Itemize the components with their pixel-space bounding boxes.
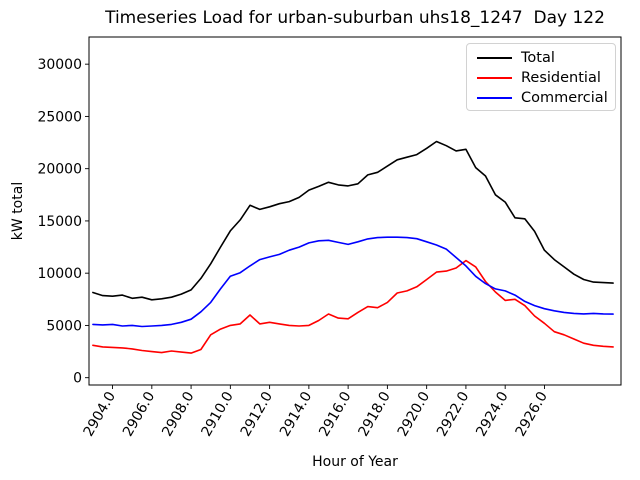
- legend-label-residential: Residential: [521, 70, 601, 86]
- x-tick-label: 2910.0: [198, 389, 236, 439]
- legend-label-total: Total: [521, 50, 555, 66]
- x-tick-label: 2914.0: [277, 389, 315, 439]
- y-axis-label: kW total: [10, 182, 26, 240]
- x-tick-label: 2918.0: [355, 389, 393, 439]
- legend-item-commercial: Commercial: [467, 88, 615, 108]
- x-tick-label: 2922.0: [434, 389, 472, 439]
- y-tick-label: 25000: [37, 109, 82, 125]
- series-line-total: [92, 140, 614, 301]
- plot-frame: [88, 36, 622, 386]
- x-tick-label: 2912.0: [238, 389, 276, 439]
- legend-item-total: Total: [467, 48, 615, 68]
- x-tick-label: 2926.0: [513, 389, 551, 439]
- x-tick-label: 2916.0: [316, 389, 354, 439]
- legend: Total Residential Commercial: [466, 43, 616, 111]
- chart-title: Timeseries Load for urban-suburban uhs18…: [104, 8, 605, 28]
- x-tick-label: 2906.0: [120, 389, 158, 439]
- data-lines: [92, 140, 614, 354]
- y-tick-label: 10000: [37, 266, 82, 282]
- legend-line-sample-commercial: [477, 97, 512, 99]
- y-tick-label: 15000: [37, 214, 82, 230]
- y-tick-label: 30000: [37, 57, 82, 73]
- y-tick-label: 5000: [46, 318, 82, 334]
- legend-item-residential: Residential: [467, 68, 615, 88]
- x-axis-label: Hour of Year: [312, 454, 398, 470]
- x-tick-label: 2908.0: [159, 389, 197, 439]
- series-line-residential: [92, 259, 614, 354]
- y-tick-label: 20000: [37, 162, 82, 178]
- x-tick-label: 2904.0: [81, 389, 119, 439]
- x-tick-label: 2920.0: [395, 389, 433, 439]
- legend-line-sample-residential: [477, 77, 512, 79]
- legend-label-commercial: Commercial: [521, 90, 608, 106]
- legend-line-sample-total: [477, 57, 512, 59]
- series-line-commercial: [92, 236, 614, 328]
- x-tick-label: 2924.0: [473, 389, 511, 439]
- y-tick-label: 0: [73, 371, 82, 387]
